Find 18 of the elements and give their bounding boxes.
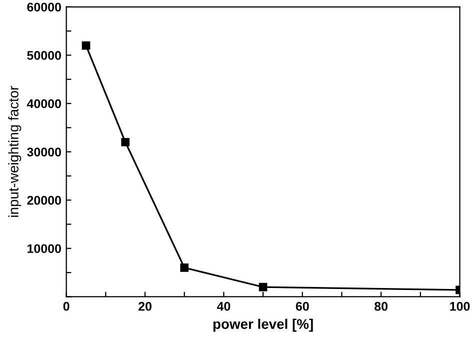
x-tick-label: 20 [138, 302, 152, 311]
x-axis-title: power level [%] [213, 318, 313, 332]
x-tick-label: 60 [296, 302, 309, 311]
x-tick-label: 80 [374, 302, 388, 311]
x-tick-label: 40 [216, 302, 230, 311]
point [180, 264, 189, 272]
y-tick-label: 10000 [28, 244, 61, 254]
point [258, 282, 268, 292]
x-tick-label: 0 [63, 302, 70, 311]
point [82, 41, 90, 50]
y-tick-label: 20000 [27, 196, 61, 205]
x-tick-label: 100 [450, 302, 470, 311]
y-tick-label: 30000 [27, 148, 61, 156]
y-tick-label: 50000 [27, 51, 61, 60]
point [121, 138, 130, 146]
y-tick-label: 40000 [26, 99, 61, 108]
y-axis-title: input-weighting factor [8, 86, 22, 217]
y-tick-label: 60000 [27, 2, 61, 12]
